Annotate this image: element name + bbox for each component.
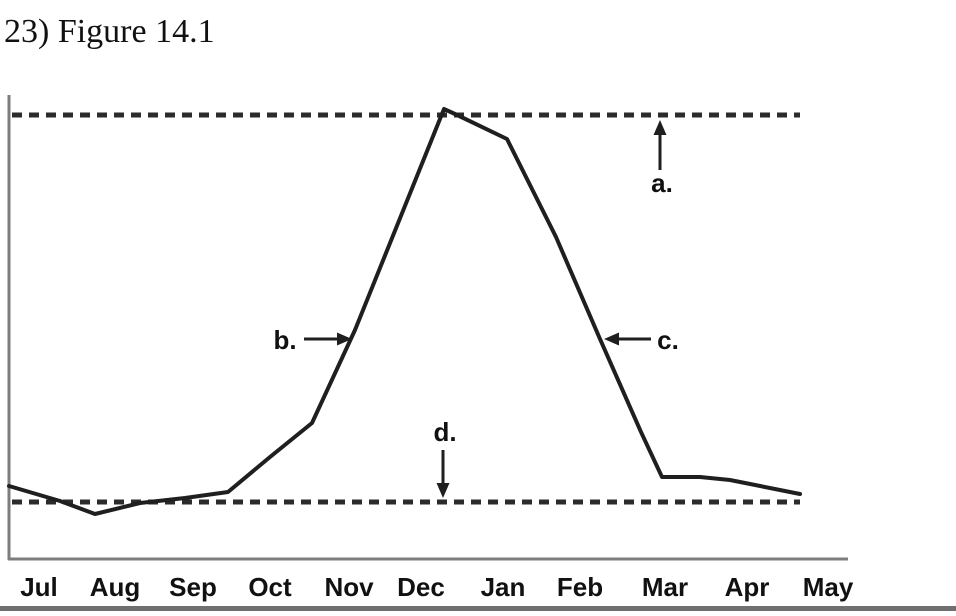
curve: [7, 107, 802, 516]
annotation-d-label: d.: [433, 417, 456, 447]
x-axis-label-oct: Oct: [248, 572, 292, 602]
axes: [7, 95, 848, 561]
x-axis-label-dec: Dec: [397, 572, 445, 602]
bottom-border-rule: [0, 606, 956, 611]
annotation-c-arrow-head: [604, 332, 619, 346]
x-axis-labels: Jul Aug Sep Oct Nov Dec Jan Feb Mar Apr May: [20, 572, 854, 602]
x-axis-label-aug: Aug: [90, 572, 141, 602]
annotation-a-label: a.: [651, 168, 673, 198]
annotation-b-arrow-head: [337, 332, 352, 346]
x-axis-label-may: May: [803, 572, 854, 602]
x-axis-label-jul: Jul: [20, 572, 58, 602]
x-axis-label-jan: Jan: [481, 572, 526, 602]
annotation-b-label: b.: [273, 325, 296, 355]
x-axis-label-feb: Feb: [557, 572, 603, 602]
x-axis-label-apr: Apr: [725, 572, 770, 602]
reference-lines: [12, 112, 800, 505]
x-axis-label-nov: Nov: [324, 572, 374, 602]
annotation-a-arrow-head: [653, 120, 667, 135]
x-axis-label-sep: Sep: [169, 572, 217, 602]
seasonal-curve: [7, 107, 802, 516]
annotation-c-label: c.: [657, 325, 679, 355]
page-title: 23) Figure 14.1: [4, 13, 215, 50]
x-axis-label-mar: Mar: [642, 572, 688, 602]
annotations: a. b. c. d.: [273, 120, 679, 498]
annotation-d-arrow-head: [436, 483, 450, 498]
